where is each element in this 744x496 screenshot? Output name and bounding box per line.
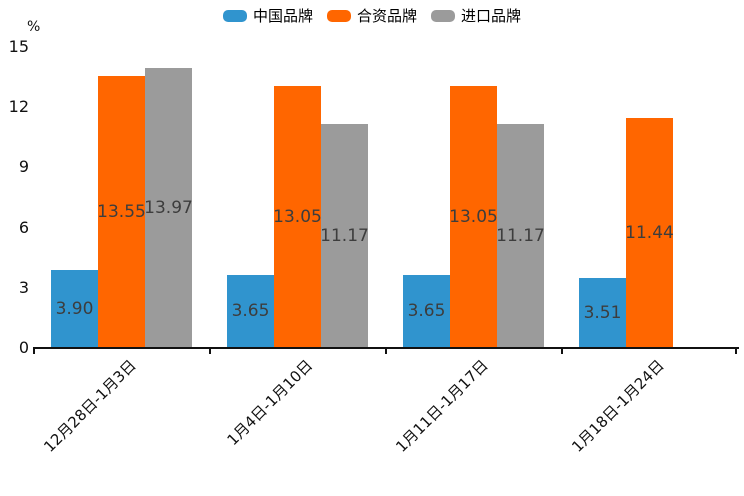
legend-item-label: 进口品牌 xyxy=(461,7,522,25)
bar-value-label: 11.44 xyxy=(625,223,674,244)
bar-group: 3.65 13.05 11.17 xyxy=(227,86,369,348)
bar-value-label: 11.17 xyxy=(496,225,545,246)
bar: 11.17 xyxy=(320,123,369,348)
y-axis-unit-label: % xyxy=(27,19,41,35)
bar-group: 3.90 13.55 13.97 xyxy=(51,67,193,348)
bar-value-label: 3.65 xyxy=(231,301,270,322)
bar: 3.65 xyxy=(403,274,450,348)
x-axis-label: 12月28日-1月3日 xyxy=(40,356,141,456)
bar-group: 3.51 11.44 xyxy=(579,118,674,348)
bar: 13.05 xyxy=(449,86,498,348)
y-axis-tick-label: 15 xyxy=(8,37,29,56)
legend-swatch-icon xyxy=(431,10,455,22)
x-axis-tick xyxy=(735,349,737,354)
legend-item-2: 进口品牌 xyxy=(431,7,521,25)
x-axis-label: 1月18日-1月24日 xyxy=(568,356,669,456)
bar: 13.97 xyxy=(144,67,193,348)
legend-swatch-icon xyxy=(326,10,351,22)
bar: 11.17 xyxy=(496,123,545,348)
chart-legend: 中国品牌 合资品牌 进口品牌 xyxy=(0,7,744,25)
y-axis-tick-label: 6 xyxy=(18,217,29,237)
x-axis-tick xyxy=(561,349,563,354)
bar-value-label: 13.97 xyxy=(144,197,193,218)
y-axis-tick-label: 9 xyxy=(18,157,29,177)
bar: 3.51 xyxy=(579,277,626,348)
x-axis-line xyxy=(33,347,739,349)
legend-swatch-icon xyxy=(222,10,247,22)
bar-value-label: 3.65 xyxy=(407,301,446,322)
bar-value-label: 13.05 xyxy=(449,207,498,228)
y-axis-tick-label: 12 xyxy=(8,97,29,117)
bar: 11.44 xyxy=(625,118,674,348)
bar: 3.90 xyxy=(51,269,98,348)
y-axis-tick-label: 3 xyxy=(18,277,29,297)
x-axis-tick xyxy=(33,349,35,354)
bar-value-label: 3.90 xyxy=(55,298,94,319)
legend-item-0: 中国品牌 xyxy=(222,7,313,25)
x-axis-label: 1月11日-1月17日 xyxy=(392,356,493,456)
bar: 13.55 xyxy=(97,76,146,348)
x-axis-tick xyxy=(209,349,211,354)
x-axis-label: 1月4日-1月10日 xyxy=(223,356,317,450)
bar: 3.65 xyxy=(227,274,274,348)
bar-value-label: 13.05 xyxy=(273,207,322,228)
legend-item-label: 中国品牌 xyxy=(252,7,313,25)
bar-group: 3.65 13.05 11.17 xyxy=(403,86,545,348)
y-axis-tick-label: 0 xyxy=(18,338,29,357)
legend-item-label: 合资品牌 xyxy=(356,7,417,25)
bar-value-label: 13.55 xyxy=(97,202,146,223)
bar-value-label: 11.17 xyxy=(320,225,369,246)
bar-value-label: 3.51 xyxy=(583,302,622,323)
x-axis-tick xyxy=(385,349,387,354)
bar: 13.05 xyxy=(273,86,322,348)
legend-item-1: 合资品牌 xyxy=(326,7,417,25)
